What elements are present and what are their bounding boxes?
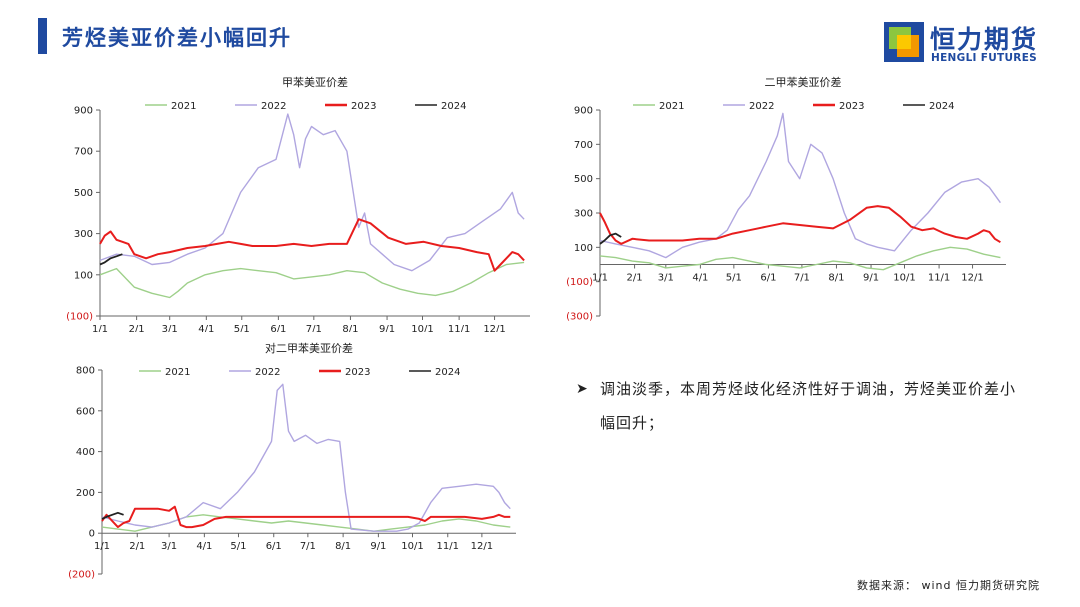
legend-label-2024: 2024 [441,101,466,112]
legend-label-2023: 2023 [351,101,376,112]
legend-label-2021: 2021 [659,101,684,112]
bullet-arrow-icon: ➤ [576,381,588,397]
x-tick-label: 5/1 [234,324,250,332]
x-tick-label: 8/1 [335,541,351,552]
y-tick-label: 100 [574,243,593,254]
series-line-2022 [99,113,525,272]
y-tick-label: (300) [566,312,593,323]
x-tick-label: 1/1 [92,324,108,332]
y-tick-label: 700 [574,140,593,151]
logo-text-en: HENGLI FUTURES [931,52,1038,64]
legend-label-2022: 2022 [261,101,286,112]
x-tick-label: 11/1 [928,273,950,284]
commentary-bullet: ➤ 调油淡季，本周芳烃歧化经济性好于调油，芳烃美亚价差小幅回升； [576,372,1016,440]
page-title: 芳烃美亚价差小幅回升 [62,26,292,50]
paraxylene-spread-chart: 对二甲苯美亚价差 2021 2022 2023 2024 800 600 400 200 0 (20… [68,341,516,581]
series-line-2024 [99,253,123,266]
chart-legend: 2021 2022 2023 2024 [145,101,466,112]
x-tick-label: 2/1 [129,324,145,332]
x-tick-label: 4/1 [196,541,212,552]
chart-legend: 2021 2022 2023 2024 [139,367,460,378]
y-tick-label: 300 [574,209,593,220]
x-tick-label: 6/1 [270,324,286,332]
y-tick-label: 400 [76,447,95,458]
y-tick-label: 500 [74,188,93,199]
y-tick-label: 500 [574,174,593,185]
series-line-2024 [599,232,622,245]
x-tick-label: 2/1 [627,273,643,284]
y-tick-label: 900 [574,106,593,117]
x-tick-label: 4/1 [198,324,214,332]
chart-title: 对二甲苯美亚价差 [265,341,353,355]
x-tick-label: 6/1 [760,273,776,284]
x-tick-label: 4/1 [692,273,708,284]
x-tick-label: 11/1 [448,324,470,332]
logo-mark-icon [884,22,924,62]
x-tick-label: 12/1 [483,324,505,332]
legend-label-2021: 2021 [165,367,190,378]
chart-legend: 2021 2022 2023 2024 [633,101,954,112]
x-tick-label: 7/1 [794,273,810,284]
legend-label-2024: 2024 [929,101,954,112]
x-tick-label: 11/1 [437,541,459,552]
y-tick-label: 700 [74,147,93,158]
x-tick-label: 9/1 [370,541,386,552]
x-tick-label: 3/1 [162,324,178,332]
company-logo: 恒力期货 HENGLI FUTURES [884,20,1054,66]
y-tick-label: (100) [66,312,93,323]
y-tick-label: 900 [74,106,93,117]
series-line-2022 [599,112,1001,259]
x-tick-label: 10/1 [893,273,915,284]
x-tick-label: 9/1 [379,324,395,332]
series-line-2023 [599,205,1001,245]
x-tick-label: 7/1 [306,324,322,332]
legend-label-2023: 2023 [345,367,370,378]
x-tick-label: 12/1 [961,273,983,284]
series-line-2022 [101,383,511,532]
legend-label-2022: 2022 [749,101,774,112]
x-tick-label: 9/1 [863,273,879,284]
chart-title: 甲苯美亚价差 [282,75,348,89]
xylene-spread-chart: 二甲苯美亚价差 2021 2022 2023 2024 900 700 500 300 100 (1… [566,75,1006,323]
x-tick-label: 6/1 [266,541,282,552]
y-tick-label: 800 [76,366,95,377]
toluene-spread-chart: 甲苯美亚价差 2021 2022 2023 2024 900 700 500 300 100 (10… [66,75,530,332]
x-tick-label: 2/1 [129,541,145,552]
legend-label-2021: 2021 [171,101,196,112]
x-tick-label: 1/1 [94,541,110,552]
x-tick-label: 10/1 [401,541,423,552]
x-tick-label: 12/1 [471,541,493,552]
x-tick-label: 5/1 [726,273,742,284]
y-tick-label: (200) [68,570,95,581]
y-tick-label: 600 [76,406,95,417]
y-tick-label: (100) [566,277,593,288]
x-tick-label: 3/1 [658,273,674,284]
y-tick-label: 0 [89,529,95,540]
y-tick-label: 300 [74,229,93,240]
title-accent-bar [38,18,47,54]
x-tick-label: 1/1 [592,273,608,284]
legend-label-2024: 2024 [435,367,460,378]
commentary-text: 调油淡季，本周芳烃歧化经济性好于调油，芳烃美亚价差小幅回升； [600,380,1017,432]
legend-label-2022: 2022 [255,367,280,378]
x-tick-label: 8/1 [342,324,358,332]
data-source: 数据来源： wind 恒力期货研究院 [857,579,1040,592]
x-tick-label: 10/1 [411,324,433,332]
y-tick-label: 200 [76,488,95,499]
chart-title: 二甲苯美亚价差 [765,75,842,89]
legend-label-2023: 2023 [839,101,864,112]
logo-text-cn: 恒力期货 [930,25,1039,54]
x-tick-label: 3/1 [161,541,177,552]
series-line-2023 [99,218,525,272]
y-tick-label: 100 [74,270,93,281]
series-line-2023 [101,505,511,529]
series-line-2024 [101,511,124,520]
x-tick-label: 7/1 [300,541,316,552]
x-tick-label: 5/1 [230,541,246,552]
series-line-2021 [599,246,1001,271]
x-tick-label: 8/1 [828,273,844,284]
series-line-2021 [99,261,525,299]
